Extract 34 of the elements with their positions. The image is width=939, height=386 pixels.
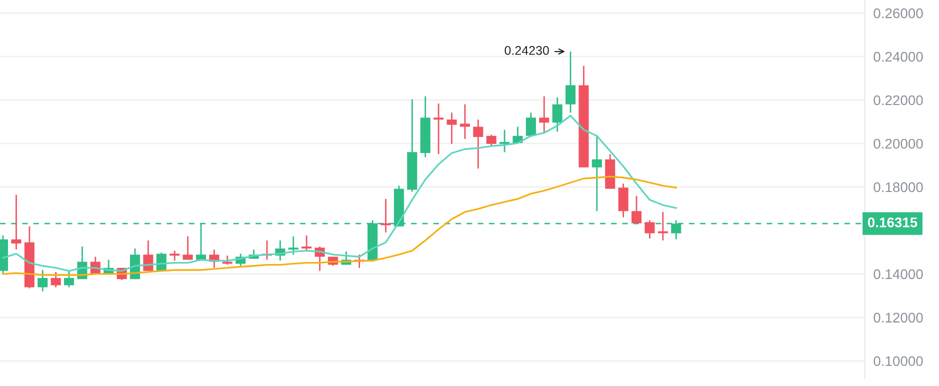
candlestick [592,135,602,212]
y-tick-label: 0.20000 [874,138,923,149]
y-tick-label: 0.18000 [874,182,923,192]
y-tick-label: 0.12000 [874,312,923,323]
candlestick [631,195,642,224]
candlestick [500,129,510,153]
candlestick [288,236,298,256]
candlestick [434,102,444,155]
candlestick [302,234,312,252]
candlestick [566,50,576,114]
candlestick [473,118,484,170]
y-tick-label: 0.26000 [874,8,923,18]
ref-line-label: 0.16315 [868,217,918,228]
y-tick-label: 0.14000 [874,269,923,280]
candlestick [486,134,496,147]
candlestick [618,183,628,218]
candlestick [143,240,154,272]
candlestick [552,96,562,132]
candlestick [658,211,668,242]
y-tick-label: 0.10000 [874,356,923,366]
candlestick [64,270,74,288]
candlestick [170,250,180,262]
y-tick-label: 0.24000 [874,52,923,62]
y-tick-label: 0.22000 [874,95,923,106]
candlestick [446,112,457,145]
candlestick [539,96,550,134]
candlestick [38,269,48,292]
annotation: 0.24230 [504,46,549,55]
candlestick [644,220,655,240]
candlestick [526,112,536,138]
candlestick [11,194,22,250]
candlestick [182,236,193,260]
candlestick [460,104,470,140]
candlestick [50,271,61,288]
